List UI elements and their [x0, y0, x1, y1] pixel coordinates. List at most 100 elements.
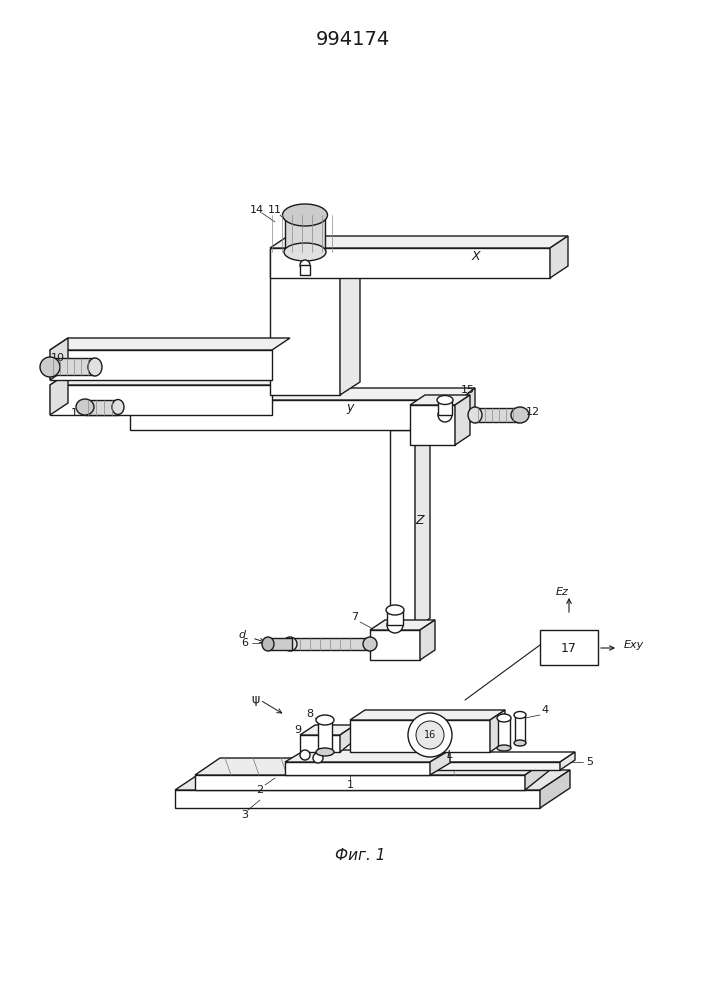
Ellipse shape	[76, 399, 94, 415]
Ellipse shape	[283, 637, 297, 651]
Polygon shape	[130, 400, 460, 430]
Text: 1: 1	[346, 780, 354, 790]
Text: Ez: Ez	[556, 587, 569, 597]
Polygon shape	[410, 405, 455, 445]
Polygon shape	[290, 752, 575, 762]
Polygon shape	[50, 350, 272, 380]
Text: 13: 13	[71, 408, 85, 418]
Text: L: L	[447, 750, 453, 760]
Ellipse shape	[386, 605, 404, 615]
Polygon shape	[175, 790, 540, 808]
Polygon shape	[438, 400, 452, 415]
Text: 17: 17	[561, 642, 577, 654]
Ellipse shape	[511, 407, 529, 423]
Text: 5: 5	[587, 757, 593, 767]
Text: 994174: 994174	[316, 30, 390, 49]
Ellipse shape	[284, 243, 326, 261]
Text: Exy: Exy	[624, 640, 644, 650]
Ellipse shape	[112, 399, 124, 414]
Polygon shape	[340, 237, 360, 395]
Text: 14: 14	[250, 205, 264, 215]
Text: 9: 9	[294, 725, 302, 735]
Text: 8: 8	[306, 709, 314, 719]
Ellipse shape	[88, 358, 102, 376]
Polygon shape	[195, 758, 550, 775]
Polygon shape	[285, 750, 450, 762]
Polygon shape	[50, 358, 95, 375]
Polygon shape	[318, 720, 332, 752]
Polygon shape	[50, 385, 272, 415]
Polygon shape	[195, 775, 525, 790]
Ellipse shape	[514, 712, 526, 718]
Ellipse shape	[363, 637, 377, 651]
Circle shape	[416, 721, 444, 749]
Polygon shape	[50, 373, 290, 385]
Polygon shape	[175, 770, 570, 790]
Polygon shape	[270, 248, 550, 278]
Polygon shape	[370, 620, 435, 630]
Polygon shape	[350, 710, 505, 720]
Ellipse shape	[283, 204, 327, 226]
Text: 15: 15	[461, 385, 475, 395]
Polygon shape	[300, 265, 310, 275]
Circle shape	[438, 408, 452, 422]
Polygon shape	[560, 752, 575, 770]
Polygon shape	[130, 388, 475, 400]
Polygon shape	[550, 236, 568, 278]
Ellipse shape	[316, 715, 334, 725]
Polygon shape	[50, 338, 68, 380]
Text: 7: 7	[351, 612, 358, 622]
Polygon shape	[370, 630, 420, 660]
Text: 4: 4	[542, 705, 549, 715]
Polygon shape	[50, 338, 290, 350]
Ellipse shape	[497, 714, 511, 722]
Text: X: X	[472, 249, 480, 262]
Text: Фиг. 1: Фиг. 1	[334, 848, 385, 862]
Polygon shape	[285, 215, 325, 252]
Polygon shape	[475, 408, 520, 422]
Text: 2: 2	[257, 785, 264, 795]
Ellipse shape	[468, 407, 482, 423]
Polygon shape	[300, 725, 355, 735]
Text: y: y	[346, 401, 354, 414]
Polygon shape	[460, 388, 475, 430]
Polygon shape	[390, 430, 415, 630]
Polygon shape	[515, 715, 525, 743]
Polygon shape	[270, 237, 360, 250]
Polygon shape	[268, 638, 292, 650]
Polygon shape	[285, 762, 430, 775]
Ellipse shape	[497, 745, 511, 751]
Text: 6: 6	[242, 638, 248, 648]
Polygon shape	[540, 770, 570, 808]
Ellipse shape	[40, 357, 60, 377]
Circle shape	[300, 750, 310, 760]
Circle shape	[313, 753, 323, 763]
Polygon shape	[350, 720, 490, 752]
Polygon shape	[85, 400, 118, 415]
Polygon shape	[430, 750, 450, 775]
Text: 3: 3	[242, 810, 248, 820]
Ellipse shape	[262, 637, 274, 651]
Circle shape	[408, 713, 452, 757]
Polygon shape	[290, 638, 370, 650]
Polygon shape	[290, 762, 560, 770]
Text: ψ: ψ	[251, 694, 259, 706]
Polygon shape	[390, 418, 430, 430]
Polygon shape	[270, 250, 340, 395]
Text: 11: 11	[268, 205, 282, 215]
Polygon shape	[387, 610, 403, 625]
Polygon shape	[498, 718, 510, 748]
Text: d: d	[238, 630, 245, 640]
Text: 12: 12	[526, 407, 540, 417]
Polygon shape	[420, 620, 435, 660]
Polygon shape	[455, 395, 470, 445]
Text: 10: 10	[51, 353, 65, 363]
Ellipse shape	[316, 748, 334, 756]
Text: Z: Z	[416, 514, 424, 526]
Polygon shape	[415, 418, 430, 630]
Polygon shape	[270, 236, 568, 248]
Polygon shape	[525, 758, 550, 790]
Polygon shape	[490, 710, 505, 752]
Bar	[540, 630, 598, 665]
Polygon shape	[300, 735, 340, 752]
